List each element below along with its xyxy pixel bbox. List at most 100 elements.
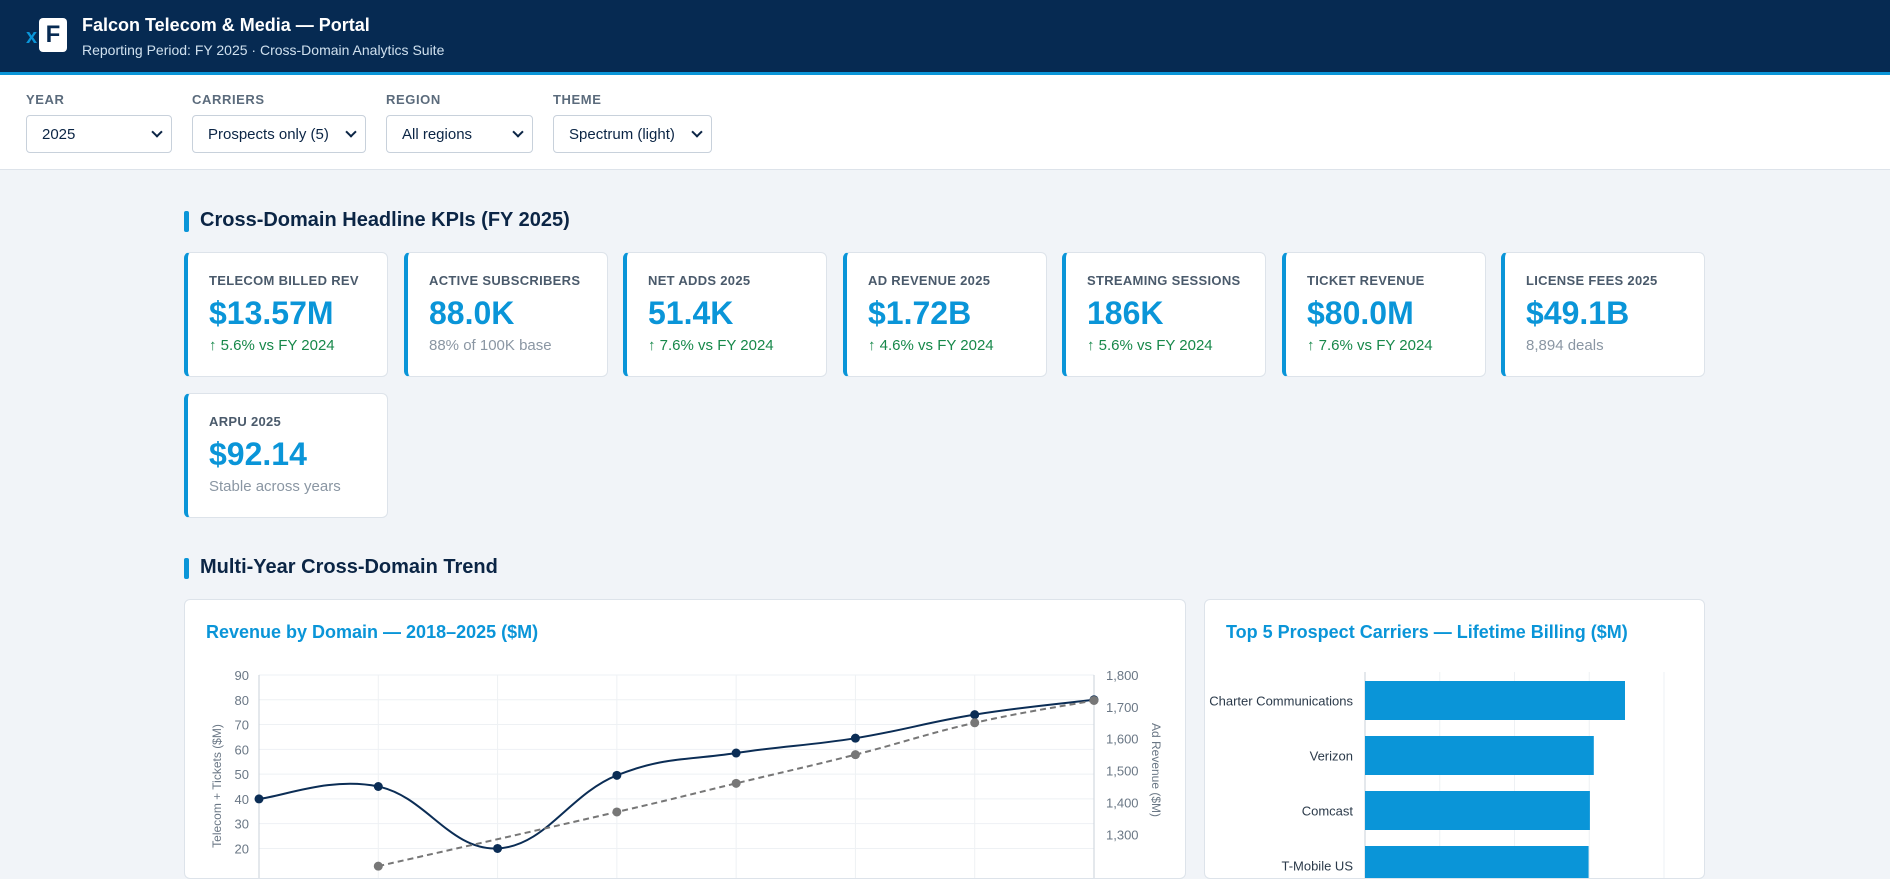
theme-filter: THEME Spectrum (light) [553,92,712,169]
app-title: Falcon Telecom & Media — Portal [82,14,370,35]
data-point [731,748,741,758]
filter-label: CARRIERS [192,92,265,107]
reporting-period: Reporting Period: FY 2025 · Cross-Domain… [82,41,445,58]
kpi-value: $1.72B [868,295,972,331]
kpi-section-title: Cross-Domain Headline KPIs (FY 2025) [184,209,570,232]
kpi-delta: ↑ 4.6% vs FY 2024 [868,337,994,354]
data-point [373,861,383,871]
data-point [970,710,980,720]
y-tick-label: 90 [235,668,249,683]
kpi-delta: ↑ 5.6% vs FY 2024 [1087,337,1213,354]
y-tick-label: 20 [235,841,249,856]
data-point [612,770,622,780]
carriers-filter: CARRIERS Prospects only (5) [192,92,366,169]
kpi-delta: Stable across years [209,478,341,495]
kpi-delta: ↑ 5.6% vs FY 2024 [209,337,335,354]
filter-label: YEAR [26,92,65,107]
carriers-select[interactable]: Prospects only (5) [192,115,366,153]
chevron-down-icon [151,126,163,138]
select-value: All regions [402,125,473,143]
year-select[interactable]: 2025 [26,115,172,153]
kpi-label: AD REVENUE 2025 [868,273,991,288]
region-select[interactable]: All regions [386,115,533,153]
kpi-value: 88.0K [429,295,515,331]
chevron-down-icon [345,126,357,138]
chart-title: Top 5 Prospect Carriers — Lifetime Billi… [1226,622,1628,642]
data-point [970,718,980,728]
category-label: Verizon [1310,749,1353,764]
filter-label: THEME [553,92,602,107]
y2-tick-label: 1,400 [1106,795,1139,810]
trend-section-title: Multi-Year Cross-Domain Trend [184,556,498,579]
kpi-delta: 8,894 deals [1526,337,1604,354]
data-point [612,807,622,817]
region-filter: REGION All regions [386,92,533,169]
chevron-down-icon [512,126,524,138]
data-point [493,843,503,853]
bar [1365,681,1625,720]
y2-tick-label: 1,500 [1106,764,1139,779]
series-line-2 [378,699,1095,868]
y-tick-label: 70 [235,718,249,733]
data-point [373,782,383,791]
kpi-value: $49.1B [1526,295,1630,331]
y-tick-label: 80 [235,693,249,708]
kpi-label: STREAMING SESSIONS [1087,273,1241,288]
kpi-card-active-subscribers: ACTIVE SUBSCRIBERS 88.0K 88% of 100K bas… [404,252,608,377]
series-line-1 [258,698,1095,850]
data-point [850,733,860,743]
top-carriers-panel: Top 5 Prospect Carriers — Lifetime Billi… [1204,599,1705,879]
kpi-value: 186K [1087,295,1164,331]
y2-tick-label: 1,700 [1106,700,1139,715]
theme-select[interactable]: Spectrum (light) [553,115,712,153]
kpi-label: LICENSE FEES 2025 [1526,273,1658,288]
chevron-down-icon [691,126,703,138]
category-label: Charter Communications [1209,694,1353,709]
data-point [254,794,264,804]
kpi-delta: 88% of 100K base [429,337,552,354]
revenue-trend-panel: Revenue by Domain — 2018–2025 ($M) 20 30 4… [184,599,1186,879]
kpi-card-telecom-billed-rev: TELECOM BILLED REV $13.57M ↑ 5.6% vs FY … [184,252,388,377]
kpi-card-arpu: ARPU 2025 $92.14 Stable across years [184,393,388,518]
bar [1365,846,1589,878]
brand-block: Falcon Telecom & Media — Portal Reportin… [82,15,444,58]
y-axis-label: Telecom + Tickets ($M) [210,724,224,848]
select-value: Spectrum (light) [569,125,675,143]
y-tick-label: 50 [235,767,249,782]
data-point [731,778,741,788]
y-tick-label: 30 [235,817,249,832]
select-value: 2025 [42,125,76,143]
brand-logo: x F [24,18,68,54]
carrier-bar-chart: Charter Communications Verizon Comcast T-Mo… [1209,672,1665,878]
category-label: T-Mobile US [1281,859,1353,874]
kpi-value: 51.4K [648,295,734,331]
kpi-label: ACTIVE SUBSCRIBERS [429,273,581,288]
logo-x: x [26,26,38,48]
kpi-value: $80.0M [1307,295,1414,331]
kpi-card-ad-revenue: AD REVENUE 2025 $1.72B ↑ 4.6% vs FY 2024 [843,252,1047,377]
chart-title: Revenue by Domain — 2018–2025 ($M) [206,622,539,642]
year-filter: YEAR 2025 [26,92,172,169]
kpi-card-streaming-sessions: STREAMING SESSIONS 186K ↑ 5.6% vs FY 202… [1062,252,1266,377]
kpi-card-license-fees: LICENSE FEES 2025 $49.1B 8,894 deals [1501,252,1705,377]
kpi-label: TELECOM BILLED REV [209,273,359,288]
kpi-value: $13.57M [209,295,334,331]
select-value: Prospects only (5) [208,125,329,143]
data-point [1089,695,1099,705]
bar [1365,736,1594,775]
revenue-line-chart: 20 30 40 50 60 70 80 90 1,300 1,400 1,500 1,600 1,70… [210,668,1163,878]
kpi-label: NET ADDS 2025 [648,273,751,288]
logo-f: F [39,18,67,52]
y-tick-label: 40 [235,792,249,807]
data-point [850,750,860,760]
kpi-label: TICKET REVENUE [1307,273,1425,288]
filter-bar: YEAR 2025 CARRIERS Prospects only (5) RE… [0,75,1890,170]
app-header: x F Falcon Telecom & Media — Portal Repo… [0,0,1890,75]
kpi-delta: ↑ 7.6% vs FY 2024 [1307,337,1433,354]
y2-tick-label: 1,300 [1106,827,1139,842]
kpi-value: $92.14 [209,436,307,472]
filter-label: REGION [386,92,441,107]
y2-axis-label: Ad Revenue ($M) [1149,723,1163,817]
y-tick-label: 60 [235,742,249,757]
y2-tick-label: 1,600 [1106,732,1139,747]
